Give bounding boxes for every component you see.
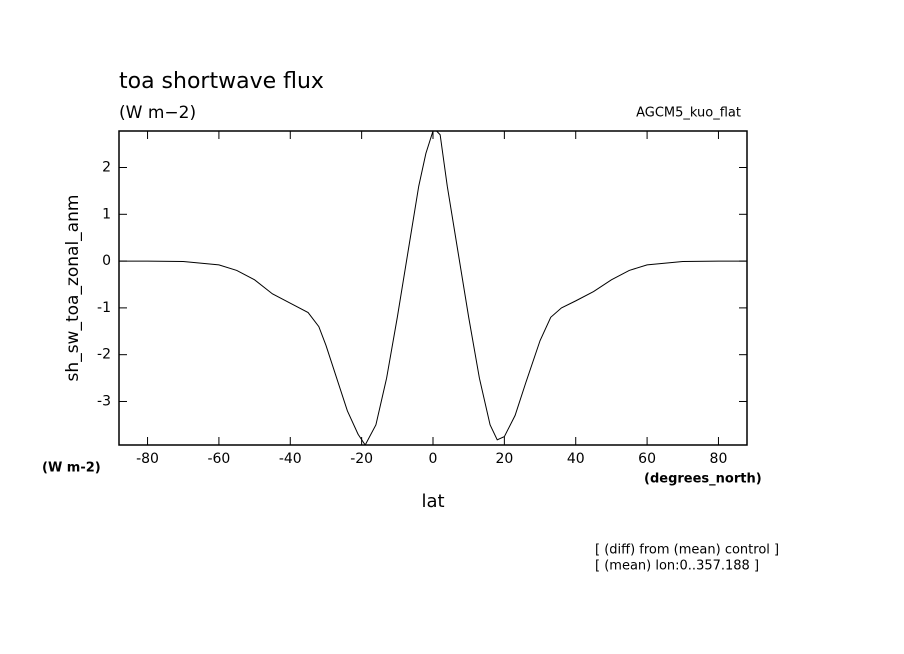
y-tick-label: 0 (102, 253, 111, 269)
x-tick-label: 0 (429, 451, 438, 467)
plot-frame (118, 130, 748, 446)
x-axis-label: lat (421, 491, 444, 512)
y-tick-label: -3 (97, 393, 111, 409)
x-tick-label: 80 (710, 451, 728, 467)
line (119, 131, 747, 445)
annotation: AGCM5_kuo_flat (636, 106, 741, 121)
y-tick-label: -1 (97, 300, 111, 316)
note: [ (diff) from (mean) control ] (595, 543, 779, 558)
y-tick-label: 2 (102, 160, 111, 176)
x-tick-label: -20 (350, 451, 373, 467)
y-tick-label: 1 (102, 206, 111, 222)
x-tick-label: 20 (495, 451, 513, 467)
x-tick-label: 60 (638, 451, 656, 467)
note: [ (mean) lon:0..357.188 ] (595, 559, 759, 574)
x-tick-label: -80 (136, 451, 159, 467)
y-units: (W m-2) (42, 461, 101, 476)
x-tick-label: -40 (279, 451, 302, 467)
x-tick-label: 40 (567, 451, 585, 467)
x-tick-label: -60 (207, 451, 230, 467)
y-tick-label: -2 (97, 347, 111, 363)
chart-subtitle: (W m−2) (119, 103, 196, 123)
chart-title: toa shortwave flux (119, 69, 324, 94)
y-axis-label: sh_sw_toa_zonal_anm (63, 195, 83, 382)
x-units: (degrees_north) (644, 472, 762, 487)
